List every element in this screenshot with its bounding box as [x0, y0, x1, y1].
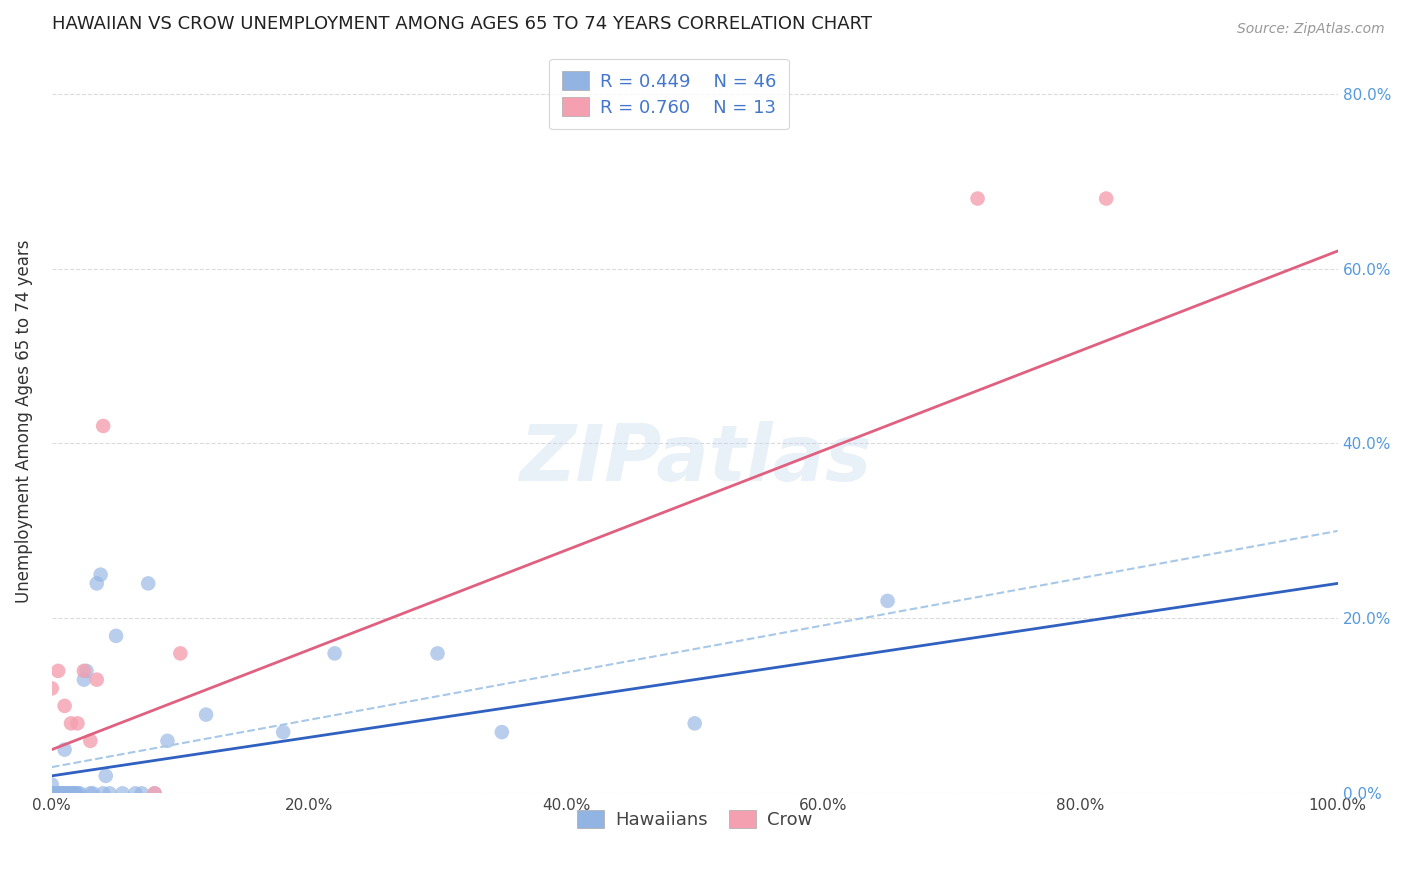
Point — [143, 786, 166, 800]
Point — [56, 786, 79, 800]
Point — [41, 778, 63, 792]
Point — [55, 786, 77, 800]
Point — [86, 576, 108, 591]
Point — [105, 629, 128, 643]
Point — [683, 716, 706, 731]
Point — [73, 673, 96, 687]
Point — [41, 786, 63, 800]
Point — [111, 786, 134, 800]
Point — [45, 786, 67, 800]
Point — [136, 576, 159, 591]
Point — [66, 786, 89, 800]
Point — [65, 786, 87, 800]
Point — [271, 725, 294, 739]
Point — [63, 786, 86, 800]
Point — [90, 567, 112, 582]
Point — [91, 419, 114, 434]
Point — [79, 734, 101, 748]
Point — [49, 786, 72, 800]
Point — [76, 664, 98, 678]
Point — [491, 725, 513, 739]
Point — [53, 698, 76, 713]
Point — [98, 786, 121, 800]
Point — [51, 786, 73, 800]
Point — [69, 786, 91, 800]
Point — [156, 734, 179, 748]
Point — [169, 647, 191, 661]
Point — [41, 681, 63, 696]
Point — [59, 786, 82, 800]
Point — [1095, 192, 1118, 206]
Point — [58, 786, 80, 800]
Point — [73, 664, 96, 678]
Point — [79, 786, 101, 800]
Point — [44, 786, 66, 800]
Point — [62, 786, 84, 800]
Point — [124, 786, 146, 800]
Point — [66, 716, 89, 731]
Point — [426, 647, 449, 661]
Text: ZIPatlas: ZIPatlas — [519, 421, 870, 497]
Point — [94, 769, 117, 783]
Point — [53, 786, 76, 800]
Point — [323, 647, 346, 661]
Point — [195, 707, 218, 722]
Point — [48, 786, 70, 800]
Point — [60, 786, 83, 800]
Point — [53, 742, 76, 756]
Point — [60, 716, 83, 731]
Point — [45, 786, 67, 800]
Point — [46, 664, 69, 678]
Legend: Hawaiians, Crow: Hawaiians, Crow — [569, 803, 820, 837]
Point — [82, 786, 104, 800]
Point — [86, 673, 108, 687]
Y-axis label: Unemployment Among Ages 65 to 74 years: Unemployment Among Ages 65 to 74 years — [15, 240, 32, 603]
Point — [966, 192, 988, 206]
Point — [60, 786, 83, 800]
Text: HAWAIIAN VS CROW UNEMPLOYMENT AMONG AGES 65 TO 74 YEARS CORRELATION CHART: HAWAIIAN VS CROW UNEMPLOYMENT AMONG AGES… — [52, 15, 872, 33]
Text: Source: ZipAtlas.com: Source: ZipAtlas.com — [1237, 22, 1385, 37]
Point — [52, 786, 75, 800]
Point — [46, 786, 69, 800]
Point — [143, 786, 166, 800]
Point — [876, 594, 898, 608]
Point — [131, 786, 153, 800]
Point — [91, 786, 114, 800]
